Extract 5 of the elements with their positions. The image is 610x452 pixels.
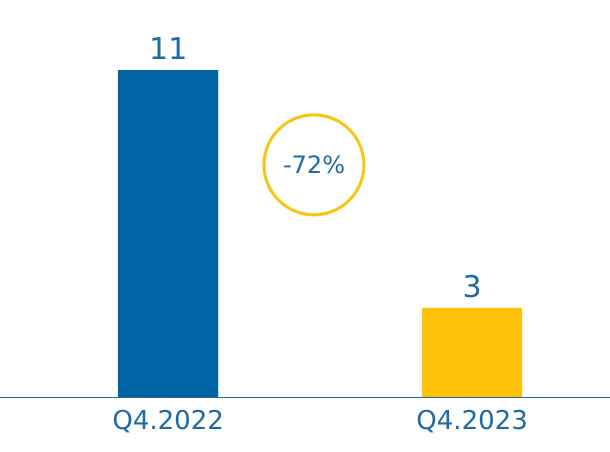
annotation: -72% (283, 151, 346, 179)
data-label: 3 (462, 270, 482, 305)
data-label: 11 (148, 32, 188, 67)
x-tick-label: Q4.2023 (416, 406, 528, 436)
x-tick-label: Q4.2022 (112, 406, 224, 436)
